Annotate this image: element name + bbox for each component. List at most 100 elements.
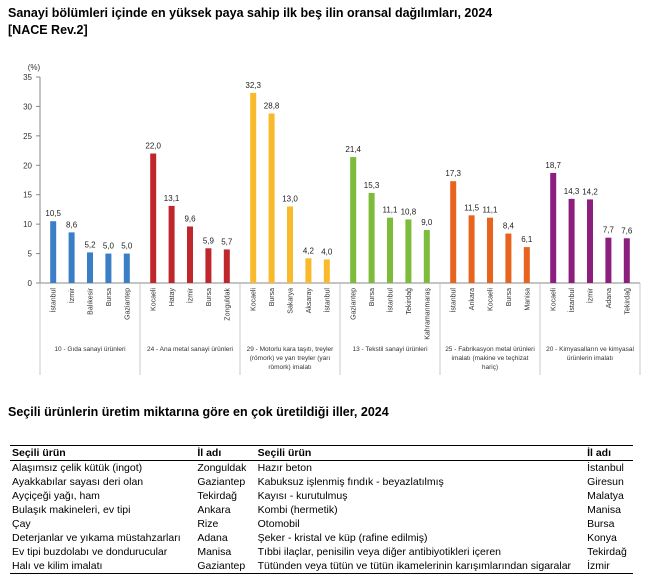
group-label: 24 - Ana metal sanayi ürünleri [147, 346, 233, 353]
bar [523, 247, 530, 283]
data-label: 6,1 [521, 235, 533, 244]
data-label: 10,8 [401, 207, 417, 216]
bar [268, 113, 275, 283]
product-name: Ayakkabılar sayası deri olan [12, 476, 144, 488]
bar [87, 252, 93, 283]
group-label: ürünlerin imalatı [567, 355, 613, 362]
data-label: 18,7 [545, 161, 561, 170]
group-label: (römork) ve yarı treyler (yarı [250, 355, 331, 362]
category-label: Kocaeli [251, 288, 258, 311]
category-label: İstanbul [322, 288, 331, 313]
category-label: Kahramanmaraş [424, 288, 431, 340]
product-name: Otomobil [257, 518, 300, 530]
province-name: Zonguldak [197, 462, 247, 474]
category-label: Ankara [469, 288, 476, 310]
bar [305, 258, 312, 283]
category-label: İzmir [586, 287, 595, 303]
category-label: Manisa [524, 288, 531, 311]
data-label: 14,3 [564, 187, 580, 196]
category-label: İstanbul [449, 288, 458, 313]
y-tick-label: 5 [28, 250, 33, 259]
category-label: Bursa [106, 288, 113, 306]
province-name: Adana [197, 532, 228, 544]
y-tick-label: 20 [23, 161, 32, 170]
data-label: 5,7 [221, 237, 233, 246]
province-name: Konya [587, 532, 617, 544]
bar [50, 221, 57, 283]
category-label: Tekirdağ [624, 288, 631, 315]
group-label: 20 - Kimyasalların ve kimyasal [546, 346, 634, 353]
data-label: 15,3 [364, 181, 380, 190]
bar [387, 217, 393, 283]
bar [223, 249, 230, 283]
bar [423, 230, 430, 283]
data-label: 9,6 [184, 214, 196, 223]
category-label: Balıkesir [88, 287, 95, 315]
bar [205, 248, 212, 283]
province-name: Tekirdağ [587, 546, 627, 558]
bar [168, 205, 175, 283]
data-label: 13,0 [282, 194, 298, 203]
chart-subtitle: [NACE Rev.2] [8, 23, 88, 37]
product-name: Çay [12, 518, 31, 530]
province-name: İzmir [585, 559, 633, 574]
province-name: Rize [197, 518, 219, 530]
group-label: 25 - Fabrikasyon metal ürünleri [445, 346, 535, 353]
data-label: 28,8 [264, 101, 280, 110]
data-label: 5,0 [103, 242, 115, 251]
data-label: 7,6 [621, 226, 633, 235]
bar [550, 172, 557, 283]
y-tick-label: 0 [28, 279, 33, 288]
bar-chart: 0 5 10 15 20 25 30 35(%) 10,5 İstanbul 8,6 İzmir 5,2… [23, 63, 641, 375]
data-label: 21,4 [345, 145, 361, 154]
table-row: Alaşımsız çelik kütük (ingot) Zonguldak Ha… [10, 461, 633, 476]
data-label: 4,0 [321, 247, 333, 256]
category-label: Gaziantep [351, 288, 358, 320]
product-name: Hazır beton [257, 462, 312, 474]
product-name: Bulaşık makineleri, ev tipi [12, 504, 131, 516]
bar [450, 181, 457, 283]
data-label: 13,1 [164, 194, 180, 203]
data-label: 11,1 [383, 206, 399, 215]
data-label: 11,5 [464, 203, 480, 212]
data-label: 10,5 [45, 209, 61, 218]
y-tick-label: 15 [23, 191, 32, 200]
bar [405, 219, 412, 283]
province-name: Ankara [197, 504, 231, 516]
y-tick-label: 25 [23, 132, 32, 141]
table-row: Deterjanlar ve yıkama müstahzarları Adana… [10, 531, 633, 545]
table-row: Ayakkabılar sayası deri olan Gaziantep Kab… [10, 475, 633, 489]
province-name: Manisa [197, 546, 232, 558]
data-label: 8,4 [503, 222, 515, 231]
product-name: Şeker - kristal ve küp (rafine edilmiş) [257, 532, 428, 544]
province-name: Giresun [587, 476, 624, 488]
category-label: İzmir [186, 287, 195, 303]
category-label: Kocaeli [151, 288, 158, 311]
province-name: Malatya [587, 490, 624, 502]
bar [150, 153, 157, 283]
table-row: Çay Rize Otomobil Bursa [10, 517, 633, 531]
data-label: 5,9 [203, 236, 215, 245]
bar [123, 253, 130, 283]
bar [605, 237, 612, 283]
category-label: Kocaeli [551, 288, 558, 311]
bar [250, 92, 257, 283]
category-label: Sakarya [288, 288, 295, 314]
table-header-row: Seçili ürün İl adı Seçili ürün İl adı [10, 445, 633, 461]
table-row: Ev tipi buzdolabı ve dondurucular Manisa T… [10, 545, 633, 559]
category-label: Bursa [269, 288, 276, 306]
group-label: 29 - Motorlu kara taşıtı, treyler [247, 346, 335, 353]
category-label: Tekirdağ [406, 288, 413, 315]
group-label: 10 - Gıda sanayi ürünleri [54, 346, 125, 353]
bar [187, 226, 193, 283]
category-label: Zonguldak [224, 288, 231, 321]
bar [287, 206, 293, 283]
province-name: Tekirdağ [197, 490, 238, 502]
province-name: Gaziantep [197, 476, 246, 488]
bar [350, 157, 357, 283]
data-label: 22,0 [145, 142, 161, 151]
product-name: Kombi (hermetik) [257, 504, 338, 516]
product-name: Kayısı - kurutulmuş [257, 490, 348, 502]
table-row: Halı ve kilim imalatı Gaziantep Tütünden v… [10, 559, 633, 574]
bar [105, 253, 112, 283]
